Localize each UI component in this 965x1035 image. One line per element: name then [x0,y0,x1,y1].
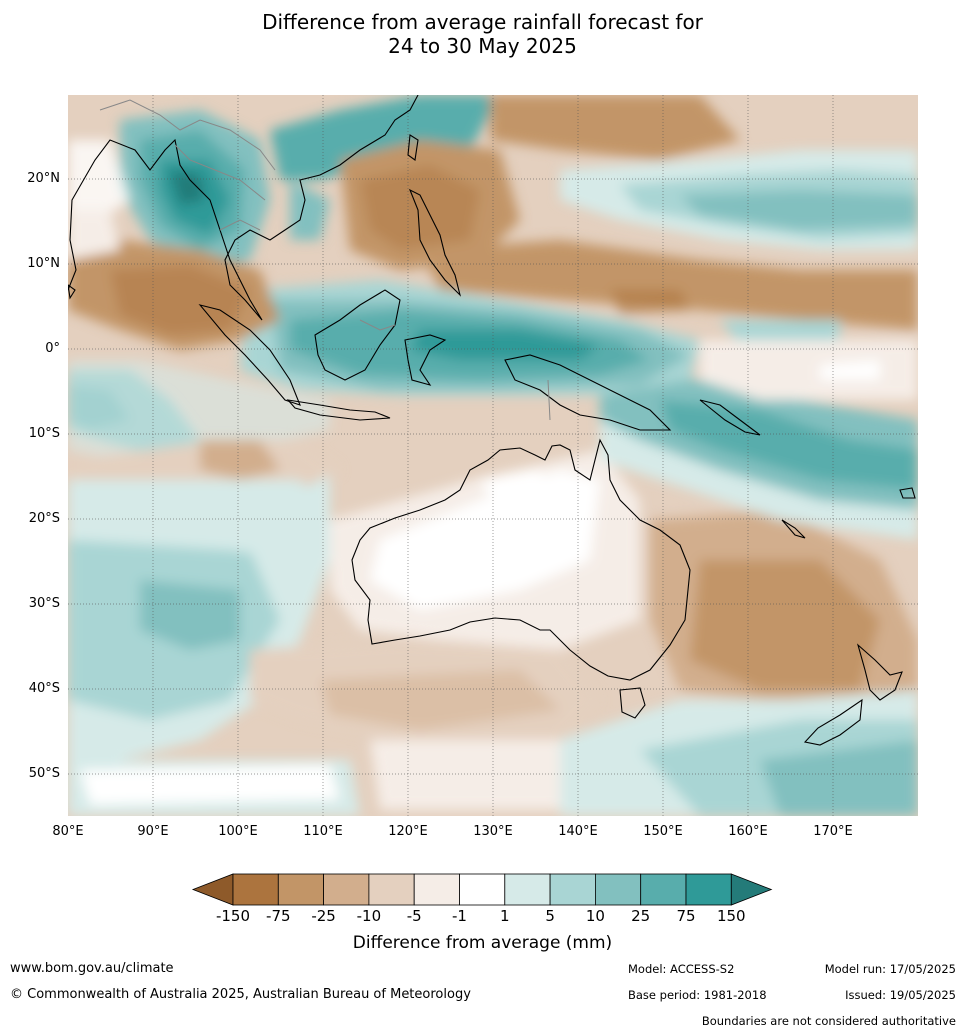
latitude-label: 10°S [28,426,60,441]
colorbar-tick-label: -5 [406,907,422,925]
colorbar-tick-label: -75 [266,907,291,925]
colorbar [191,873,773,906]
longitude-label: 80°E [52,824,84,839]
longitude-label: 150°E [643,824,683,839]
colorbar-swatch [323,873,370,906]
latitude-label: 20°N [27,171,60,186]
footer-website: www.bom.gov.au/climate [10,961,174,976]
anomaly-field [68,95,918,816]
colorbar-swatch [640,873,687,906]
asia-coastline [68,95,419,321]
colorbar-tick-label: -10 [356,907,382,925]
new-zealand-south-coastline [803,698,863,746]
colorbar-swatch [685,873,732,906]
map-title-line2: 24 to 30 May 2025 [388,34,577,58]
colorbar-tick-label: -1 [452,907,467,925]
longitude-label: 130°E [473,824,513,839]
footer-copyright: © Commonwealth of Australia 2025, Austra… [10,987,471,1002]
colorbar-extend-high [730,873,773,906]
new-caledonia-coastline [781,519,806,539]
latitude-label: 50°S [28,766,60,781]
australia-coastline [351,438,691,681]
colorbar-swatch [459,873,506,906]
colorbar-extend-low [191,873,234,906]
longitude-label: 160°E [728,824,768,839]
colorbar-swatch [413,873,460,906]
solomon-islands-coastline [699,399,761,436]
colorbar-tick-label: -150 [215,907,251,925]
country-borders [99,99,551,421]
colorbar-tick-label: 25 [631,907,651,925]
borneo-coastline [314,289,401,381]
longitude-label: 90°E [137,824,169,839]
footer-disclaimer: Boundaries are not considered authoritat… [701,1014,956,1028]
longitude-label: 140°E [558,824,598,839]
latitude-label: 0° [45,341,60,356]
taiwan-coastline [407,134,419,161]
colorbar-title: Difference from average (mm) [352,933,613,953]
sulawesi-coastline [404,334,447,386]
fiji-coastline [899,487,916,499]
colorbar-tick-label: 1 [500,907,510,925]
philippines-coastline [408,188,462,297]
footer-model: Model: ACCESS-S2 [628,962,735,976]
new-zealand-coastline [856,643,903,701]
latitude-label: 10°N [27,256,60,271]
longitude-label: 120°E [388,824,428,839]
colorbar-tick-label: 5 [545,907,555,925]
latitude-label: 20°S [28,511,60,526]
colorbar-swatch [504,873,551,906]
colorbar-swatch [232,873,279,906]
longitude-label: 110°E [303,824,343,839]
longitude-label: 170°E [813,824,853,839]
colorbar-swatch [549,873,596,906]
colorbar-tick-label: 150 [716,907,746,925]
new-guinea-coastline [504,354,672,431]
colorbar-tick-label: 75 [676,907,696,925]
colorbar-swatch [595,873,642,906]
sri-lanka-coastline [68,284,76,300]
colorbar-tick-label: -25 [311,907,336,925]
longitude-label: 100°E [218,824,258,839]
colorbar-swatch [368,873,415,906]
latitude-label: 30°S [28,596,60,611]
tasmania-coastline [619,687,646,719]
footer-base-period: Base period: 1981-2018 [628,988,767,1002]
footer-issued: Issued: 19/05/2025 [845,988,956,1002]
colorbar-tick-label: 10 [585,907,605,925]
colorbar-swatch [277,873,324,906]
coastlines [68,95,916,746]
sumatra-coastline [198,304,301,406]
latitude-label: 40°S [28,681,60,696]
footer-model-run: Model run: 17/05/2025 [824,962,956,976]
java-coastline [286,399,391,421]
map-title-line1: Difference from average rainfall forecas… [262,10,703,34]
